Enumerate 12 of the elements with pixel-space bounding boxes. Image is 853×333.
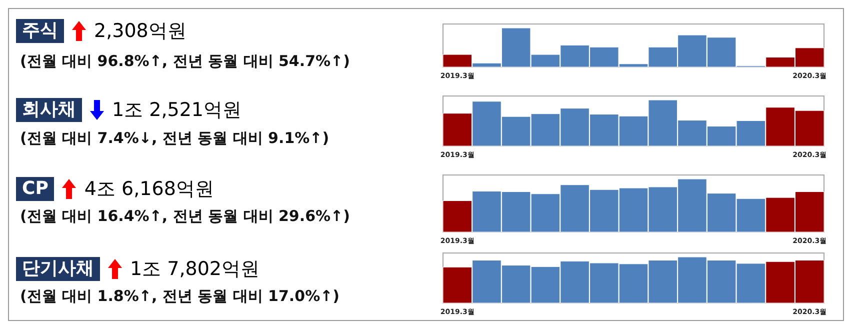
text: CP [16, 177, 54, 201]
text: 4조 6,168억원 [84, 177, 214, 202]
text: 회사채 [16, 98, 82, 122]
text: 2,308억원 [94, 19, 186, 44]
text: 1조 2,521억원 [112, 98, 242, 123]
text: (전월 대비 96.8%↑, 전년 동월 대비 54.7%↑) [20, 52, 350, 71]
text: (전월 대비 7.4%↓, 전년 동월 대비 9.1%↑) [20, 129, 330, 148]
text: (전월 대비 16.4%↑, 전년 동월 대비 29.6%↑) [20, 207, 350, 226]
text: 1조 7,802억원 [130, 257, 260, 282]
text: 주식 [16, 19, 64, 43]
text: 단기사채 [16, 257, 100, 281]
text: (전월 대비 1.8%↑, 전년 동월 대비 17.0%↑) [20, 287, 340, 306]
